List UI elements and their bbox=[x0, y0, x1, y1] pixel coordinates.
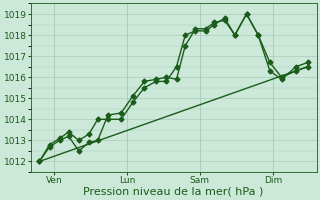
X-axis label: Pression niveau de la mer( hPa ): Pression niveau de la mer( hPa ) bbox=[84, 187, 264, 197]
